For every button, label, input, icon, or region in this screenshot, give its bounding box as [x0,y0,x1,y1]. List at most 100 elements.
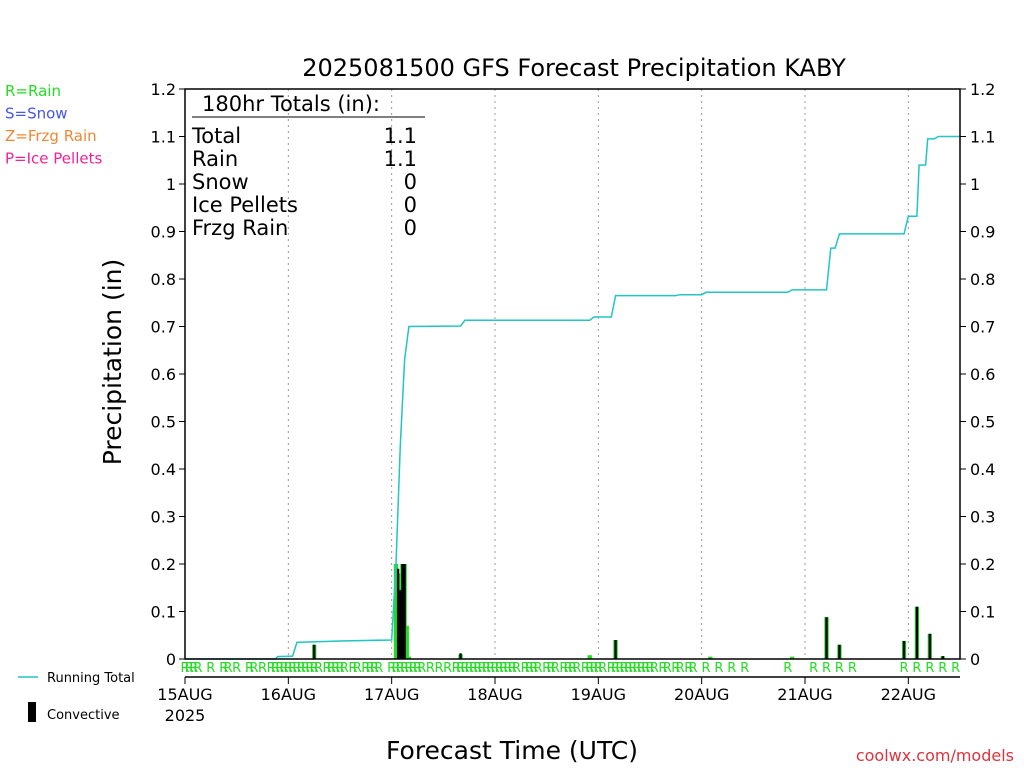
rain-marker: R [835,661,844,676]
rain-marker: R [426,661,435,676]
rain-marker: R [641,661,650,676]
precip-type-legend-item: S=Snow [5,105,68,123]
totals-row-label: Rain [192,147,238,171]
y-tick-label-right: 0.7 [970,318,995,337]
precip-bar [404,625,409,659]
totals-row-value: 0 [404,193,417,217]
rain-marker: R [288,661,297,676]
rain-marker: R [249,661,258,676]
convective-bar [915,606,919,659]
convective-bar [399,590,402,659]
chart-title: 2025081500 GFS Forecast Precipitation KA… [302,54,846,82]
convective-bars [312,564,944,659]
y-tick-label-right: 0.6 [970,365,995,384]
rain-marker: R [542,661,551,676]
convective-bar [614,640,617,659]
rain-marker: R [404,661,413,676]
y-tick-label-right: 0.1 [970,603,995,622]
credit-label: coolwx.com/models [856,746,1014,765]
rain-marker: R [361,661,370,676]
y-tick-label: 0.9 [151,223,176,242]
y-tick-label: 0.5 [151,413,176,432]
rain-marker: R [314,661,323,676]
rain-marker: R [689,661,698,676]
rain-marker: R [486,661,495,676]
rain-marker: R [650,661,659,676]
rain-marker: R [219,661,228,676]
x-axis-title: Forecast Time (UTC) [386,736,638,765]
rain-marker: R [676,661,685,676]
precip-type-legend-item: Z=Frzg Rain [5,127,97,145]
rain-marker: R [409,661,418,676]
totals-row-label: Total [191,124,241,148]
rain-marker: R [637,661,646,676]
rain-marker: R [503,661,512,676]
rain-marker: R [323,661,332,676]
y-tick-label: 0 [166,650,176,669]
totals-heading: 180hr Totals (in): [202,92,380,116]
y-tick-label-right: 1.1 [970,128,995,147]
rain-marker: R [783,661,792,676]
rain-marker: R [684,661,693,676]
rain-marker: R [327,661,336,676]
rain-marker: R [473,661,482,676]
rain-marker: R [297,661,306,676]
precip-type-legend-item: P=Ice Pellets [5,150,102,168]
rain-marker: R [590,661,599,676]
rain-marker: R [301,661,310,676]
convective-bar [838,644,841,659]
rain-marker: R [900,661,909,676]
rain-marker: R [340,661,349,676]
year-label: 2025 [165,706,206,725]
rain-marker: R [482,661,491,676]
rain-marker: R [529,661,538,676]
x-ticks: 15AUG 16AUG 17AUG 18AUG 19AUG 20AUG 21AUG 22AUG… [157,676,960,725]
convective-bar [825,617,828,659]
rain-marker: R [189,661,198,676]
precip-bar [708,656,713,659]
rain-marker: R [499,661,508,676]
rain-marker: R [551,661,560,676]
grid-lines [287,89,909,659]
rain-marker: R [232,661,241,676]
totals-row-label: Frzg Rain [192,216,288,240]
rain-marker: R [310,661,319,676]
y-tick-label: 0.2 [151,555,176,574]
precip-bars [312,564,945,659]
x-tick-label: 17AUG [364,685,419,704]
rain-marker: R [585,661,594,676]
series-legend: Running Total Convective [18,671,135,723]
rain-marker: R [658,661,667,676]
rain-marker: R [280,661,289,676]
rain-marker: R [417,661,426,676]
y-tick-label-right: 0.2 [970,555,995,574]
totals-box: 180hr Totals (in): Total 1.1 Rain 1.1 Snow 0 Ic… [191,92,425,240]
running-total-legend-label: Running Total [47,671,135,686]
totals-row-value: 1.1 [384,124,417,148]
rain-marker: R [391,661,400,676]
rain-marker: R [374,661,383,676]
rain-marker: R [663,661,672,676]
plot-frame [184,88,961,660]
y-tick-label: 0.1 [151,603,176,622]
rain-marker: R [938,661,947,676]
rain-marker: R [521,661,530,676]
y-tick-label: 0.4 [151,460,176,479]
rain-marker: R [348,661,357,676]
x-tick-label: 16AUG [261,685,316,704]
rain-marker: R [284,661,293,676]
rain-marker: R [275,661,284,676]
convective-bar [928,633,932,659]
rain-marker: R [366,661,375,676]
convective-bar [401,564,404,659]
y-tick-label: 1.2 [151,80,176,99]
rain-marker: R [370,661,379,676]
rain-marker: R [456,661,465,676]
rain-marker: R [512,661,521,676]
rain-marker: R [628,661,637,676]
rain-marker: R [193,661,202,676]
y-tick-label-right: 0.3 [970,508,995,527]
rain-marker: R [822,661,831,676]
totals-row-label: Snow [192,170,249,194]
